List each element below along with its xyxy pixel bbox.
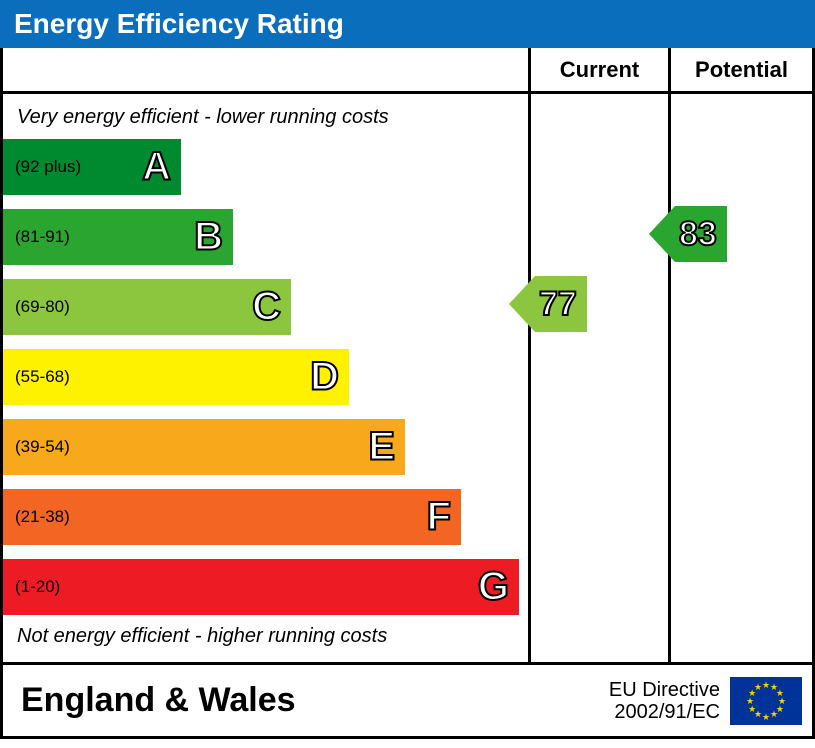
current-indicator: 77 (509, 276, 587, 332)
arrow-head (649, 206, 675, 262)
band-bar: (69-80) C (3, 279, 291, 335)
eu-star-icon: ★ (762, 712, 770, 723)
caption-top: Very energy efficient - lower running co… (3, 102, 528, 139)
footer-region: England & Wales (3, 681, 609, 720)
band-e: (39-54) E (3, 419, 528, 475)
current-column-body: 77 (531, 94, 668, 708)
arrow-icon: 77 (509, 276, 587, 332)
band-letter: A (142, 145, 171, 190)
potential-column: Potential 83 (671, 48, 812, 662)
epc-chart: Energy Efficiency Rating Very energy eff… (0, 0, 815, 739)
band-letter: C (252, 285, 281, 330)
arrow-icon: 83 (649, 206, 727, 262)
caption-bottom: Not energy efficient - higher running co… (3, 615, 528, 654)
band-letter: D (310, 355, 339, 400)
band-a: (92 plus) A (3, 139, 528, 195)
band-g: (1-20) G (3, 559, 528, 615)
band-bar: (1-20) G (3, 559, 519, 615)
band-range: (69-80) (15, 297, 70, 317)
band-letter: G (478, 565, 509, 610)
eu-star-icon: ★ (754, 682, 762, 693)
band-range: (92 plus) (15, 157, 81, 177)
band-bar: (81-91) B (3, 209, 233, 265)
bands-area: (92 plus) A (81-91) B (69-80) C (55-68) D (39-54… (3, 139, 528, 615)
bands-column: Very energy efficient - lower running co… (3, 48, 531, 662)
band-bar: (21-38) F (3, 489, 461, 545)
current-column: Current 77 (531, 48, 671, 662)
potential-column-body: 83 (671, 94, 812, 708)
band-bar: (39-54) E (3, 419, 405, 475)
band-b: (81-91) B (3, 209, 528, 265)
band-range: (55-68) (15, 367, 70, 387)
band-range: (81-91) (15, 227, 70, 247)
band-d: (55-68) D (3, 349, 528, 405)
arrow-head (509, 276, 535, 332)
chart-body: Very energy efficient - lower running co… (3, 94, 528, 662)
band-range: (21-38) (15, 507, 70, 527)
indicator-value: 83 (675, 206, 727, 262)
potential-column-header: Potential (671, 48, 812, 94)
band-range: (1-20) (15, 577, 60, 597)
indicator-value: 77 (535, 276, 587, 332)
band-f: (21-38) F (3, 489, 528, 545)
bands-column-header (3, 48, 528, 94)
band-letter: E (368, 425, 395, 470)
potential-indicator: 83 (649, 206, 727, 262)
eu-star-icon: ★ (770, 709, 778, 720)
current-column-header: Current (531, 48, 668, 94)
chart-title: Energy Efficiency Rating (14, 8, 344, 39)
eu-star-icon: ★ (762, 680, 770, 691)
eu-flag-icon: ★★★★★★★★★★★★ (730, 677, 802, 725)
band-bar: (55-68) D (3, 349, 349, 405)
band-c: (69-80) C (3, 279, 528, 335)
band-range: (39-54) (15, 437, 70, 457)
chart-grid: Very energy efficient - lower running co… (0, 48, 815, 665)
title-bar: Energy Efficiency Rating (0, 0, 815, 48)
band-bar: (92 plus) A (3, 139, 181, 195)
band-letter: B (194, 215, 223, 260)
band-letter: F (427, 495, 451, 540)
